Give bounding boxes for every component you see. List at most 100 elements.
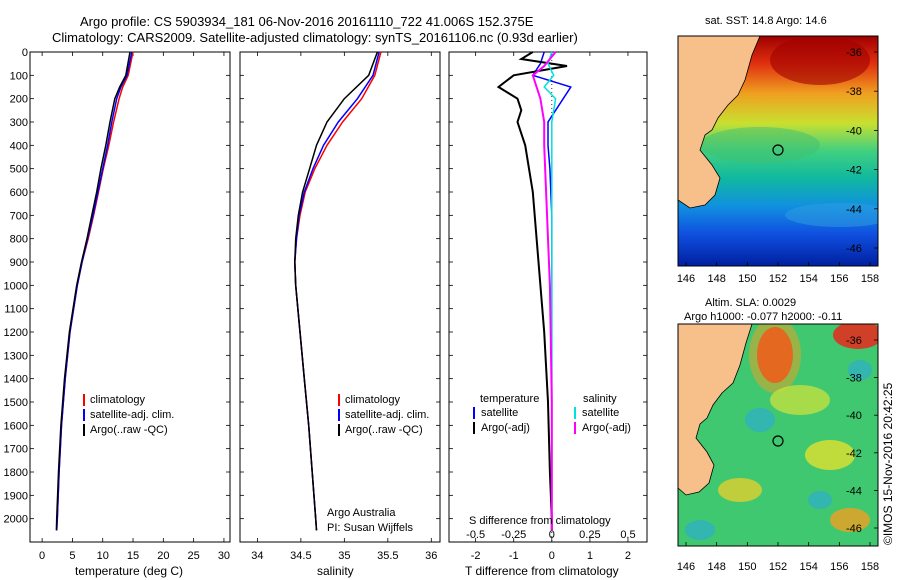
x-tick-label: 2 <box>625 550 631 562</box>
x-tick-label: 35 <box>338 550 350 562</box>
legend-label-temp-satellite: satellite <box>481 407 518 419</box>
series-argo <box>55 51 131 531</box>
t-difference-axis-label: T difference from climatology <box>465 564 619 578</box>
x-tick-label: 0 <box>549 550 555 562</box>
lon-tick-label: 146 <box>677 561 695 573</box>
argo-float-marker <box>772 144 784 156</box>
lat-tick-label: -42 <box>846 448 862 460</box>
timestamp-watermark: ©IMOS 15-Nov-2016 20:42:25 <box>881 382 895 545</box>
lat-tick-label: -46 <box>846 523 862 535</box>
sst-map-title: sat. SST: 14.8 Argo: 14.6 <box>705 15 827 27</box>
sst-mid-patch <box>700 127 820 163</box>
legend-label-climatology: climatology <box>345 394 401 406</box>
argo-float-marker <box>772 435 784 447</box>
sla-map <box>677 323 879 547</box>
series-sal-argo <box>531 51 557 531</box>
series-argo <box>294 51 379 531</box>
lat-tick-label: -44 <box>846 204 862 216</box>
sla-low-eddy <box>745 408 775 432</box>
lon-tick-label: 150 <box>738 273 756 285</box>
x-tick-label: 34.5 <box>290 550 311 562</box>
australia-coast-land <box>678 324 753 496</box>
salinity-plot-frame <box>239 51 441 543</box>
temperature-chart: 0 5 10 15 20 25 30 <box>39 51 230 562</box>
x-tick-label: 34 <box>251 550 263 562</box>
sst-cool-patch <box>785 203 878 227</box>
lat-tick-label: -40 <box>846 125 862 137</box>
difference-chart: -2 -1 0 1 2 -0.5 -0.25 0 0.25 0.5 <box>466 51 636 562</box>
salinity-legend: climatology satellite-adj. clim. Argo(..… <box>327 394 429 534</box>
s-tick-label: 0 <box>549 529 555 541</box>
difference-legend: temperature satellite Argo(-adj) salinit… <box>469 393 631 527</box>
title-line-1: Argo profile: CS 5903934_181 06-Nov-2016… <box>80 14 534 29</box>
lon-tick-label: 156 <box>830 273 848 285</box>
depth-tick-label: 400 <box>10 140 28 152</box>
lon-tick-label: 150 <box>738 561 756 573</box>
sla-high-patch <box>830 508 870 532</box>
depth-tick-label: 1900 <box>4 490 28 502</box>
x-tick-label: 20 <box>157 550 169 562</box>
legend-title-temperature: temperature <box>480 393 539 405</box>
x-tick-label: -2 <box>471 550 481 562</box>
sla-map-title-2: Argo h1000: -0.077 h2000: -0.11 <box>684 311 842 323</box>
depth-tick-label: 1000 <box>4 280 28 292</box>
lat-tick-label: -38 <box>846 373 862 385</box>
lat-tick-label: -40 <box>846 410 862 422</box>
s-tick-label: -0.25 <box>501 529 526 541</box>
title-line-2: Climatology: CARS2009. Satellite-adjuste… <box>52 30 578 45</box>
lon-tick-label: 154 <box>799 273 817 285</box>
lat-tick-label: -46 <box>846 243 862 255</box>
sla-map-title-1: Altim. SLA: 0.0029 <box>705 297 796 309</box>
sst-map <box>677 35 879 267</box>
lon-tick-label: 152 <box>769 561 787 573</box>
sla-low-eddy <box>808 491 832 509</box>
legend-label-sal-argo: Argo(-adj) <box>582 422 631 434</box>
legend-label-temp-argo: Argo(-adj) <box>481 422 530 434</box>
legend-label-argo: Argo(..raw -QC) <box>90 424 168 436</box>
depth-tick-label: 600 <box>10 187 28 199</box>
s-difference-axis-label: S difference from climatology <box>469 515 611 527</box>
map-axes: 146 148 150 152 154 156 158 -36 -38 -40 -42 -44 -46 1… <box>677 47 879 573</box>
depth-tick-label: 300 <box>10 117 28 129</box>
x-tick-label: 30 <box>218 550 230 562</box>
depth-tick-label: 0 <box>22 47 28 59</box>
depth-tick-label: 200 <box>10 94 28 106</box>
lat-tick-label: -44 <box>846 485 862 497</box>
x-tick-label: 25 <box>188 550 200 562</box>
s-tick-label: -0.5 <box>466 529 485 541</box>
sla-high-eddy-halo <box>749 324 801 393</box>
lat-tick-label: -38 <box>846 86 862 98</box>
s-tick-label: 0.25 <box>579 529 600 541</box>
sst-warm-patch <box>770 36 870 85</box>
sla-low-eddy <box>848 360 872 380</box>
x-tick-label: 1 <box>587 550 593 562</box>
x-tick-label: 35.5 <box>377 550 398 562</box>
depth-tick-label: 500 <box>10 164 28 176</box>
depth-tick-label: 1100 <box>4 304 28 316</box>
x-tick-label: 36 <box>425 550 437 562</box>
depth-tick-label: 1200 <box>4 327 28 339</box>
s-tick-label: 0.5 <box>620 529 635 541</box>
lat-tick-label: -36 <box>846 47 862 59</box>
lon-tick-label: 152 <box>769 273 787 285</box>
x-tick-label: -1 <box>509 550 519 562</box>
data-source-note: Argo Australia <box>327 507 396 519</box>
sla-mid-patch <box>805 440 855 470</box>
lon-tick-label: 154 <box>799 561 817 573</box>
legend-label-sal-satellite: satellite <box>582 407 619 419</box>
depth-axis: 0 100 200 300 400 500 600 700 800 900 1000 1100 1200… <box>4 47 647 526</box>
lon-tick-label: 158 <box>861 561 879 573</box>
x-tick-label: 5 <box>69 550 75 562</box>
legend-label-satellite: satellite-adj. clim. <box>345 409 429 421</box>
depth-tick-label: 2000 <box>4 514 28 526</box>
sla-low-eddy <box>685 520 715 540</box>
legend-label-satellite: satellite-adj. clim. <box>90 409 174 421</box>
depth-tick-label: 1700 <box>4 444 28 456</box>
lon-tick-label: 148 <box>707 273 725 285</box>
depth-tick-label: 1500 <box>4 397 28 409</box>
depth-tick-label: 1300 <box>4 350 28 362</box>
x-tick-label: 0 <box>39 550 45 562</box>
x-tick-label: 10 <box>97 550 109 562</box>
lat-tick-label: -42 <box>846 165 862 177</box>
legend-label-climatology: climatology <box>90 394 146 406</box>
